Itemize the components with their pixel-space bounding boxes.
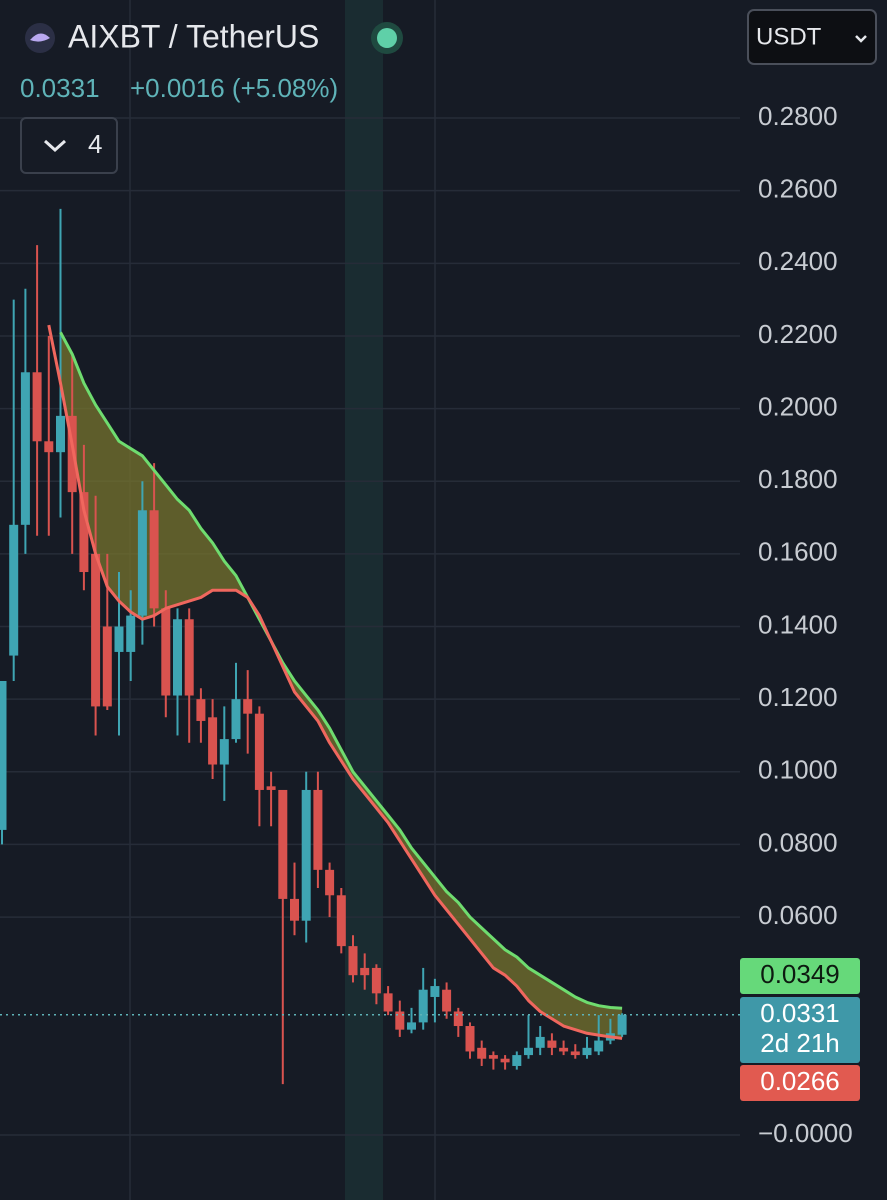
candle-body — [617, 1014, 627, 1035]
candle-body — [582, 1047, 592, 1056]
candle-body — [102, 626, 112, 707]
y-tick-label: 0.2000 — [758, 391, 838, 421]
candle-body — [348, 946, 358, 976]
candle-body — [500, 1058, 510, 1063]
candle-body — [79, 492, 89, 573]
candle-body — [524, 1047, 533, 1056]
indicator-count: 4 — [88, 129, 102, 159]
candle-body — [56, 415, 65, 453]
candle-body — [290, 898, 299, 921]
candle-body — [442, 989, 452, 1012]
y-tick-label: 0.1400 — [758, 609, 838, 639]
y-tick-label: 0.2800 — [758, 101, 838, 131]
chevron — [855, 35, 867, 43]
candle-body — [91, 553, 101, 707]
indicator-toggle[interactable] — [20, 117, 118, 174]
price-label-box — [740, 1065, 860, 1101]
candle-body — [407, 1022, 416, 1030]
candle-body — [196, 699, 206, 721]
y-tick-label: 0.1800 — [758, 464, 838, 494]
y-tick-label: −0.0000 — [758, 1118, 853, 1148]
y-tick-label: 0.0600 — [758, 900, 838, 930]
status-dot — [377, 28, 397, 48]
y-tick-label: 0.1000 — [758, 755, 838, 785]
countdown: 2d 21h — [760, 1028, 840, 1058]
candle-body — [313, 789, 323, 870]
candle-body — [67, 415, 77, 493]
y-tick-label: 0.2600 — [758, 174, 838, 204]
candle-body — [371, 967, 381, 994]
y-tick-label: 0.1600 — [758, 537, 838, 567]
currency-select[interactable] — [747, 9, 877, 65]
candle-body — [219, 739, 229, 765]
y-tick-label: 0.2200 — [758, 319, 838, 349]
candle-body — [430, 986, 440, 997]
candle-body — [570, 1051, 580, 1056]
candle-body — [114, 626, 124, 652]
last-price: 0.0331 — [20, 73, 100, 103]
candle-body — [243, 699, 253, 714]
candle-body — [512, 1055, 522, 1066]
candle-body — [208, 717, 218, 765]
chevron — [43, 139, 67, 153]
candle-body — [488, 1055, 498, 1059]
currency: USDT — [756, 23, 822, 50]
price-label-box — [740, 958, 860, 994]
candle-body — [32, 372, 42, 442]
candle-body — [149, 510, 159, 609]
candle-body — [161, 608, 171, 696]
candle-body — [254, 713, 264, 790]
overlay-line — [47, 324, 623, 1040]
y-tick-label: 0.0800 — [758, 827, 838, 857]
candle-body — [325, 869, 335, 896]
y-axis: 0.2800 0.2600 0.2400 0.2200 0.2000 0.1800 0.16… — [740, 101, 860, 1148]
candle-body — [137, 510, 147, 616]
candle-body — [465, 1026, 475, 1052]
y-tick-label: 0.1200 — [758, 682, 838, 712]
candle-body — [383, 993, 393, 1012]
header: AIXBT / TetherUS 0.0331 +0.0016 (+5.08%)… — [20, 9, 877, 174]
candle-body — [336, 895, 346, 947]
candle-body — [9, 524, 19, 656]
candle-body — [231, 699, 241, 740]
candle-body — [0, 680, 7, 830]
candle-body — [547, 1040, 557, 1048]
candle-body — [418, 989, 428, 1023]
price-label: 0.0331 — [760, 998, 840, 1028]
candle-body — [477, 1047, 487, 1059]
price-change: +0.0016 (+5.08%) — [130, 73, 338, 103]
candle-body — [278, 789, 288, 899]
candle-body — [266, 786, 276, 790]
price-label: 0.0349 — [760, 959, 840, 989]
plot — [0, 208, 740, 1085]
candle-body — [184, 619, 194, 696]
candle-body — [535, 1036, 545, 1048]
highlight-band — [345, 0, 383, 1200]
candle-body — [173, 619, 182, 696]
overlay-line — [59, 331, 623, 1010]
candle-body — [594, 1040, 604, 1052]
logo-mark — [30, 33, 50, 42]
candle-body — [559, 1047, 569, 1052]
symbol: AIXBT / TetherUS — [68, 18, 319, 54]
candle-body — [395, 1011, 405, 1030]
price-label-box — [740, 997, 860, 1063]
candle-body — [20, 372, 30, 525]
candle-body — [360, 967, 370, 976]
candle-body — [44, 441, 54, 453]
candle-body — [126, 615, 136, 652]
candle-body — [453, 1011, 463, 1027]
candle-body — [301, 789, 311, 921]
price-label: 0.0266 — [760, 1066, 840, 1096]
y-tick-label: 0.2400 — [758, 246, 838, 276]
